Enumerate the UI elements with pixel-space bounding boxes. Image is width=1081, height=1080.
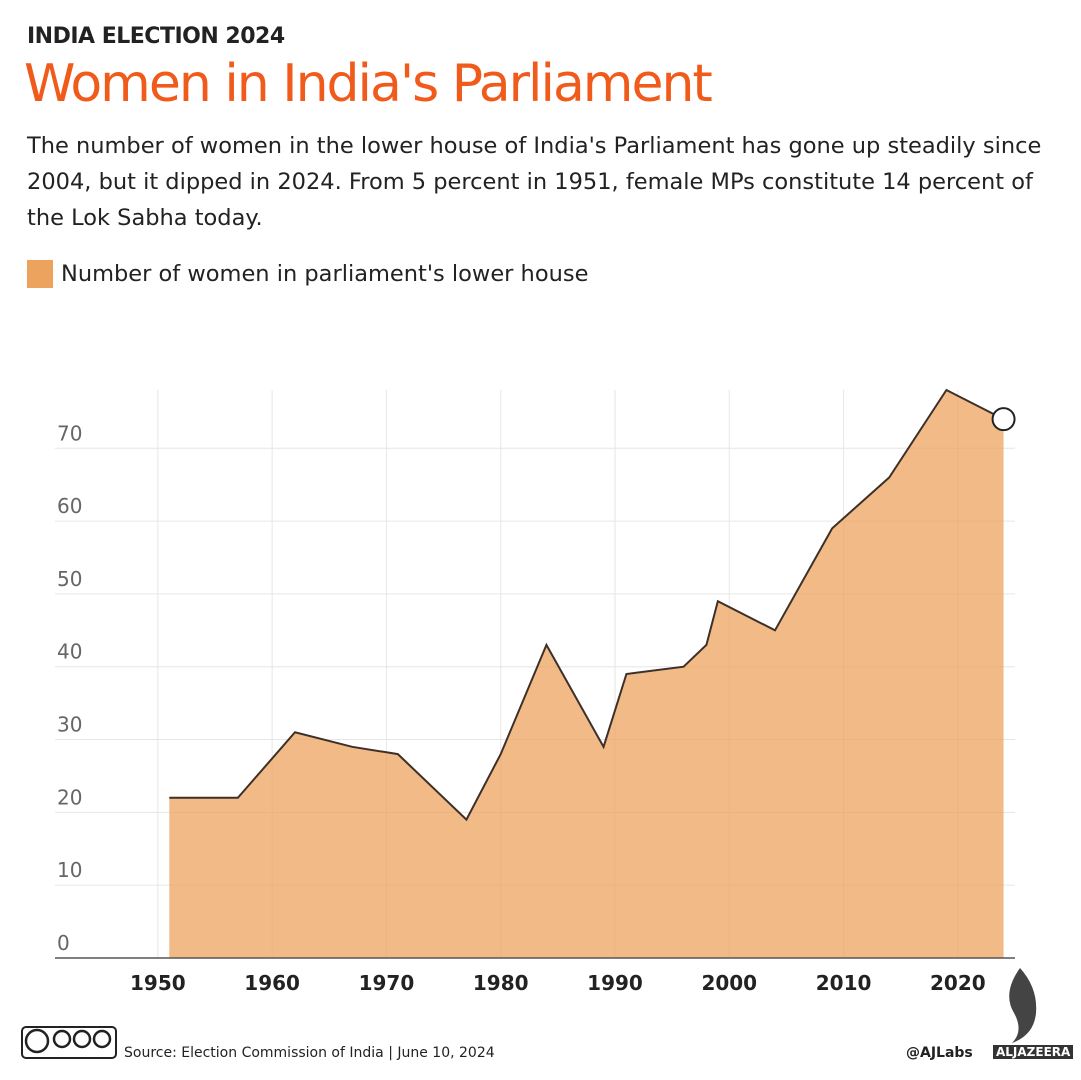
- x-tick-label: 1990: [587, 971, 643, 995]
- header: INDIA ELECTION 2024: [27, 24, 285, 49]
- end-marker: [991, 407, 1016, 432]
- x-tick-label: 1960: [244, 971, 300, 995]
- y-tick-label: 30: [57, 713, 82, 737]
- brand: ALJAZEERA: [993, 1045, 1074, 1059]
- subtitle: The number of women in the lower house o…: [27, 133, 1042, 231]
- y-tick-label: 40: [57, 640, 82, 664]
- area: [169, 390, 1004, 958]
- source: Source: Election Commission of India | J…: [124, 1045, 495, 1061]
- x-tick-label: 2000: [701, 971, 757, 995]
- legend-swatch: [27, 260, 53, 288]
- x-tick-label: 1950: [130, 971, 186, 995]
- x-tick-label: 1970: [359, 971, 415, 995]
- cc-icon: [21, 1026, 117, 1059]
- y-tick-label: 60: [57, 494, 82, 518]
- legend-label: Number of women in parliament's lower ho…: [61, 261, 589, 287]
- x-tick-label: 2010: [816, 971, 872, 995]
- y-tick-label: 50: [57, 567, 82, 591]
- x-tick-label: 1980: [473, 971, 529, 995]
- y-tick-label: 70: [57, 421, 82, 445]
- aj-logo: [1009, 968, 1037, 1043]
- x-tick-label: 2020: [930, 971, 986, 995]
- y-tick-label: 10: [57, 858, 82, 882]
- credit: @AJLabs: [906, 1045, 973, 1061]
- legend: Number of women in parliament's lower ho…: [27, 260, 588, 288]
- line: [169, 388, 1005, 822]
- y-tick-label: 0: [57, 931, 70, 955]
- chart-title: Women in India's Parliament: [24, 54, 713, 114]
- y-tick-label: 20: [57, 785, 82, 809]
